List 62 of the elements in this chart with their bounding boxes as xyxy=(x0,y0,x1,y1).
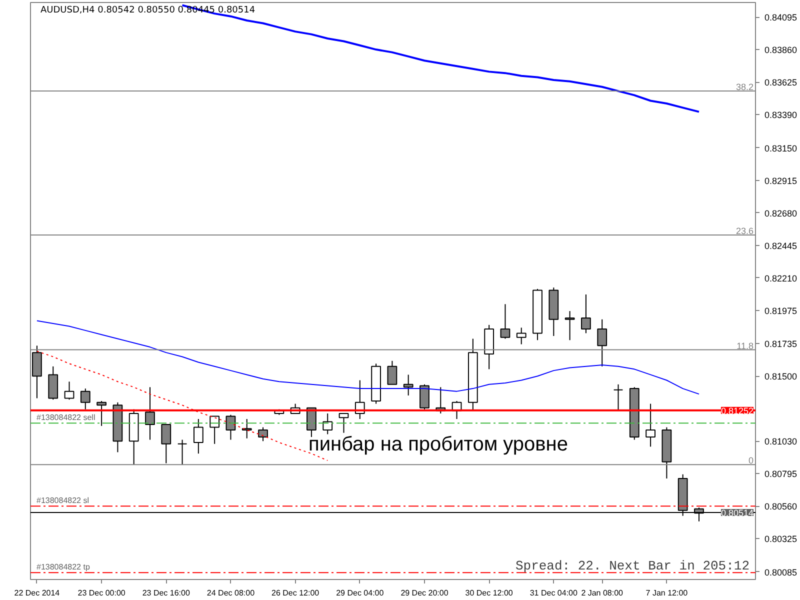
y-tick-label: 0.83860 xyxy=(764,45,798,56)
y-tick-label: 0.83390 xyxy=(764,110,798,120)
ref-line-label: 0.81252 xyxy=(720,406,754,416)
y-tick-label: 0.82680 xyxy=(764,208,798,218)
y-tick-label: 0.82210 xyxy=(764,273,798,284)
annotation: 11.8 xyxy=(736,340,754,351)
candlestick xyxy=(338,412,349,434)
y-tick-label: 0.81975 xyxy=(764,306,798,316)
x-tick-label: 22 Dec 2014 xyxy=(14,588,60,598)
x-tick-label: 30 Dec 12:00 xyxy=(465,588,514,598)
y-tick-label: 0.84095 xyxy=(764,12,798,23)
annotation: 38.2 xyxy=(736,82,754,92)
x-tick-label: 2 Jan 08:00 xyxy=(581,588,624,598)
annotation: пинбар на пробитом уровне xyxy=(308,434,568,456)
candlestick xyxy=(564,310,575,341)
y-tick-label: 0.80085 xyxy=(764,567,798,578)
candlestick xyxy=(80,388,90,410)
y-tick-label: 0.83150 xyxy=(764,143,798,154)
x-tick-label: 31 Dec 04:00 xyxy=(530,588,578,598)
x-tick-label: 24 Dec 08:00 xyxy=(206,588,256,598)
candlestick xyxy=(613,384,624,412)
ref-line-label: #138084822 tp xyxy=(36,562,90,572)
candlestick xyxy=(258,426,268,442)
annotation: 23.6 xyxy=(736,226,754,236)
x-tick-label: 23 Dec 00:00 xyxy=(78,588,126,598)
annotation: Spread: 22. Next Bar in 205:12 xyxy=(515,558,750,574)
y-tick-label: 0.82915 xyxy=(764,176,798,186)
y-tick-label: 0.80325 xyxy=(764,534,798,544)
candlestick xyxy=(48,366,58,400)
candlestick xyxy=(581,294,591,334)
y-tick-label: 0.80560 xyxy=(764,502,798,512)
candlestick xyxy=(403,374,414,396)
candlestick xyxy=(387,360,398,385)
candlestick xyxy=(420,384,430,410)
candlestick xyxy=(177,439,188,466)
candlestick xyxy=(322,412,333,435)
y-tick-label: 0.81500 xyxy=(764,372,798,382)
candlestick xyxy=(646,403,656,448)
candlestick xyxy=(145,386,155,440)
y-tick-label: 0.81030 xyxy=(764,436,798,447)
y-tick-label: 0.83625 xyxy=(764,78,798,88)
ref-line-label: #138084822 sell xyxy=(36,413,96,422)
candlestick xyxy=(193,418,204,454)
x-tick-label: 7 Jan 12:00 xyxy=(646,588,688,598)
candlestick xyxy=(516,327,526,345)
y-tick-label: 0.81735 xyxy=(764,339,798,350)
line-series xyxy=(36,320,700,395)
candlestick xyxy=(226,414,236,440)
x-tick-label: 29 Dec 04:00 xyxy=(336,588,384,598)
y-tick-label: 0.80795 xyxy=(764,469,798,480)
candlestick xyxy=(210,416,220,444)
y-tick-label: 0.82445 xyxy=(764,240,798,251)
ref-line-label: #138084822 sl xyxy=(36,496,90,506)
candlestick xyxy=(64,381,74,400)
ref-line-label: 0.80514 xyxy=(720,508,754,518)
annotation: 0 xyxy=(748,456,754,466)
candlestick xyxy=(96,400,106,426)
candlestick xyxy=(242,418,252,439)
x-tick-label: 29 Dec 20:00 xyxy=(400,588,449,598)
candlestick xyxy=(500,304,510,340)
x-tick-label: 23 Dec 16:00 xyxy=(142,588,190,598)
x-tick-label: 26 Dec 12:00 xyxy=(272,588,320,598)
